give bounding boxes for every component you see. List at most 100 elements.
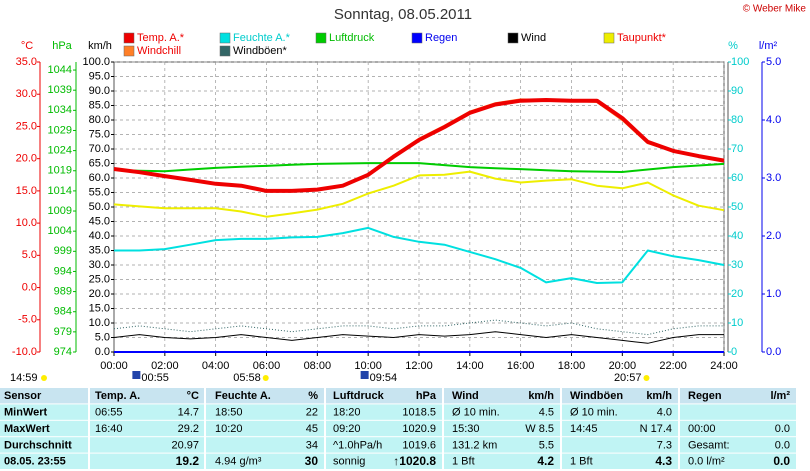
- table-cell-bg: [562, 437, 678, 453]
- y-tick-label: 1014: [48, 185, 72, 197]
- table-cell: 0.0: [775, 423, 790, 435]
- marker-label: 09:54: [370, 372, 398, 384]
- y-tick-label: 994: [54, 265, 72, 277]
- y-tick-label: 3.0: [766, 172, 781, 184]
- y-tick-label: 999: [54, 245, 72, 257]
- table-cell: 1018.5: [402, 407, 436, 419]
- y-tick-label: 90: [731, 85, 743, 97]
- table-cell: 29.2: [178, 423, 199, 435]
- y-tick-label: 989: [54, 285, 72, 297]
- x-tick-label: 16:00: [507, 360, 535, 372]
- y-tick-label: -10.0: [12, 346, 37, 358]
- table-cell-bg: [90, 437, 204, 453]
- table-header: %: [308, 390, 318, 402]
- table-cell: Durchschnitt: [4, 439, 72, 451]
- title: Sonntag, 08.05.2011: [334, 6, 472, 23]
- x-tick-label: 14:00: [456, 360, 484, 372]
- table-cell: 4.5: [539, 407, 554, 419]
- y-tick-label: 50: [731, 201, 743, 213]
- table-cell: 14.7: [178, 407, 199, 419]
- axis-unit: km/h: [88, 40, 112, 52]
- y-tick-label: 35.0: [16, 56, 37, 68]
- max-marker: [643, 375, 650, 381]
- table-cell-bg: [0, 420, 88, 437]
- y-tick-label: 65.0: [89, 157, 110, 169]
- series-line: [113, 170, 725, 218]
- table-cell: 1 Bft: [452, 456, 475, 468]
- table-cell-bg: [562, 404, 678, 420]
- series-line: [113, 331, 724, 344]
- y-tick-label: 30: [731, 259, 743, 271]
- y-tick-label: 75.0: [89, 128, 110, 140]
- table-cell: 14:45: [570, 423, 598, 435]
- table-cell-bg: [206, 437, 324, 453]
- legend-swatch: [219, 32, 231, 44]
- axis-unit: hPa: [52, 40, 72, 52]
- y-tick-label: 10.0: [16, 217, 37, 229]
- table-cell-bg: [680, 420, 796, 437]
- legend-swatch: [411, 32, 423, 44]
- table-cell: 4.0: [657, 407, 672, 419]
- legend-swatch: [123, 32, 135, 44]
- legend-label: Taupunkt*: [617, 32, 667, 44]
- table-cell: 09:20: [333, 423, 361, 435]
- table-cell-bg: [444, 453, 560, 469]
- table-cell: 45: [306, 423, 318, 435]
- y-tick-label: 85.0: [89, 99, 110, 111]
- table-cell-bg: [444, 437, 560, 453]
- y-tick-label: 15.0: [89, 302, 110, 314]
- table-cell: 18:50: [215, 407, 243, 419]
- y-tick-label: 1029: [48, 124, 72, 136]
- legend-swatch: [315, 32, 327, 44]
- table-cell: 1019.6: [402, 439, 436, 451]
- y-tick-label: 4.0: [766, 114, 781, 126]
- legend-swatch: [123, 45, 135, 57]
- table-cell: 34: [306, 439, 318, 451]
- min-marker: [132, 371, 141, 379]
- table-cell: ^1.0hPa/h: [333, 439, 382, 451]
- y-tick-label: 984: [54, 306, 72, 318]
- table-header-cell: [680, 388, 796, 404]
- table-cell: 0.0: [775, 439, 790, 451]
- table-cell: 00:00: [688, 423, 716, 435]
- series-line: [113, 98, 725, 193]
- y-tick-label: 80.0: [89, 114, 110, 126]
- table-cell: 15:30: [452, 423, 480, 435]
- table-cell-bg: [0, 453, 88, 469]
- y-tick-label: 10: [731, 317, 743, 329]
- max-marker: [262, 375, 269, 381]
- table-cell-bg: [326, 437, 442, 453]
- y-tick-label: 45.0: [89, 215, 110, 227]
- table-cell-bg: [562, 420, 678, 437]
- y-tick-label: 0.0: [22, 281, 37, 293]
- table-cell: 18:20: [333, 407, 361, 419]
- table-cell: 08.05. 23:55: [4, 456, 66, 468]
- y-tick-label: 1024: [48, 145, 72, 157]
- y-tick-label: 40.0: [89, 230, 110, 242]
- updated-time: 14:59: [10, 372, 38, 384]
- legend-swatch: [507, 32, 519, 44]
- table-cell: 10:20: [215, 423, 243, 435]
- y-tick-label: 5.0: [95, 331, 110, 343]
- x-tick-label: 00:00: [100, 360, 128, 372]
- legend-swatch: [219, 45, 231, 57]
- series-line: [113, 162, 725, 173]
- table-cell-bg: [0, 404, 88, 420]
- table-cell-bg: [206, 404, 324, 420]
- table-cell: 0.0: [773, 454, 790, 468]
- table-header-cell: [0, 388, 88, 404]
- y-tick-label: 1.0: [766, 288, 781, 300]
- y-tick-label: 10.0: [89, 317, 110, 329]
- table-header: Temp. A.: [95, 390, 140, 402]
- y-tick-label: 0.0: [95, 346, 110, 358]
- y-tick-label: 80: [731, 114, 743, 126]
- y-tick-label: 35.0: [89, 244, 110, 256]
- y-tick-label: 5.0: [22, 249, 37, 261]
- series-line: [114, 226, 725, 284]
- y-tick-label: 1034: [48, 104, 72, 116]
- legend-label: Feuchte A.*: [233, 32, 291, 44]
- x-tick-label: 22:00: [659, 360, 687, 372]
- table-cell: 22: [306, 407, 318, 419]
- table-cell: 7.3: [657, 439, 672, 451]
- y-tick-label: 974: [54, 346, 72, 358]
